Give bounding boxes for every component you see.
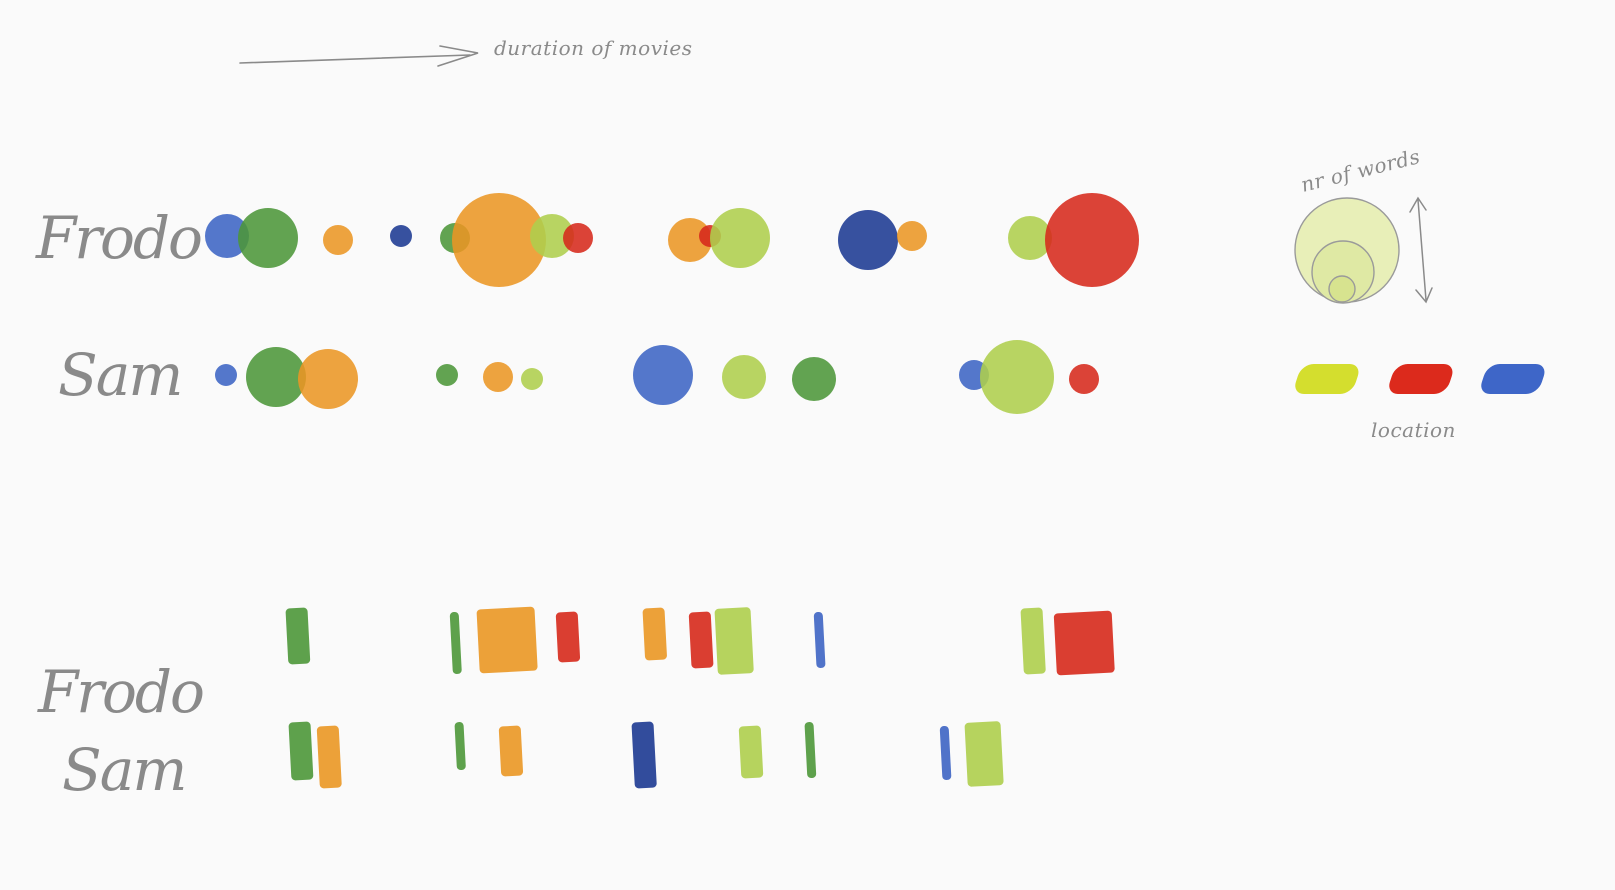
- bubble-frodo-3: [323, 225, 353, 255]
- bar-frodo-2: [449, 612, 462, 674]
- bar-sam-1: [288, 721, 314, 781]
- location-swatch-blue: [1481, 364, 1545, 394]
- bubble-frodo-12: [838, 210, 898, 270]
- duration-arrow: [239, 45, 479, 67]
- bubble-frodo-11: [710, 208, 770, 268]
- bubble-frodo-1: [205, 214, 249, 258]
- bubble-sam-12: [1069, 364, 1099, 394]
- size-arrow: [1409, 196, 1433, 304]
- bubble-series-frodo: [205, 193, 1139, 287]
- bubble-frodo-7: [530, 214, 574, 258]
- bar-frodo-3: [476, 606, 538, 674]
- bubble-frodo-14: [1008, 216, 1052, 260]
- bar-series-frodo: [285, 606, 1115, 676]
- bar-frodo-8: [813, 612, 826, 668]
- bar-sam-4: [498, 725, 524, 777]
- bubble-row-label-sam: Sam: [58, 341, 181, 409]
- bar-frodo-9: [1020, 607, 1046, 675]
- bubble-sam-9: [792, 357, 836, 401]
- location-swatch-red: [1389, 364, 1453, 394]
- bar-frodo-5: [642, 607, 667, 661]
- bubble-frodo-4: [390, 225, 412, 247]
- bubble-frodo-8: [563, 223, 593, 253]
- bar-frodo-4: [555, 611, 581, 663]
- bubble-frodo-13: [897, 221, 927, 251]
- bubble-sam-4: [436, 364, 458, 386]
- bar-row-label-frodo: Frodo: [37, 658, 203, 726]
- bar-frodo-10: [1053, 610, 1115, 676]
- bar-frodo-6: [688, 611, 714, 669]
- location-legend: location: [1295, 364, 1545, 442]
- bar-sam-5: [631, 721, 657, 789]
- size-ring-small: [1328, 275, 1356, 303]
- bar-series-sam: [288, 721, 1004, 789]
- bar-frodo-7: [714, 607, 754, 675]
- bubble-frodo-6: [452, 193, 546, 287]
- bubble-frodo-15: [1045, 193, 1139, 287]
- bar-sam-2: [316, 725, 342, 789]
- bar-sam-3: [454, 722, 466, 771]
- bubble-sam-11: [980, 340, 1054, 414]
- bar-frodo-1: [285, 607, 311, 665]
- size-note: nr of words: [1298, 144, 1422, 197]
- location-note: location: [1371, 418, 1456, 442]
- bubble-frodo-9: [668, 218, 712, 262]
- size-ring-medium: [1311, 240, 1375, 304]
- bubble-sam-1: [215, 364, 237, 386]
- bubble-sam-5: [483, 362, 513, 392]
- size-legend: nr of words: [1294, 144, 1433, 304]
- bubble-sam-3: [298, 349, 358, 409]
- location-swatch-yellow: [1295, 364, 1359, 394]
- bar-row-label-sam: Sam: [62, 736, 185, 804]
- bubble-row-label-frodo: Frodo: [35, 204, 201, 272]
- bubble-sam-8: [722, 355, 766, 399]
- duration-note: duration of movies: [494, 36, 692, 60]
- bar-sam-7: [804, 722, 817, 778]
- bubble-sam-2: [246, 347, 306, 407]
- bubble-sam-7: [633, 345, 693, 405]
- duration-axis: duration of movies: [239, 36, 692, 67]
- bubble-frodo-2: [238, 208, 298, 268]
- bubble-sam-6: [521, 368, 543, 390]
- bar-sam-6: [738, 725, 764, 779]
- bar-sam-9: [964, 721, 1004, 787]
- bar-sam-8: [939, 726, 952, 780]
- bubble-series-sam: [215, 340, 1099, 414]
